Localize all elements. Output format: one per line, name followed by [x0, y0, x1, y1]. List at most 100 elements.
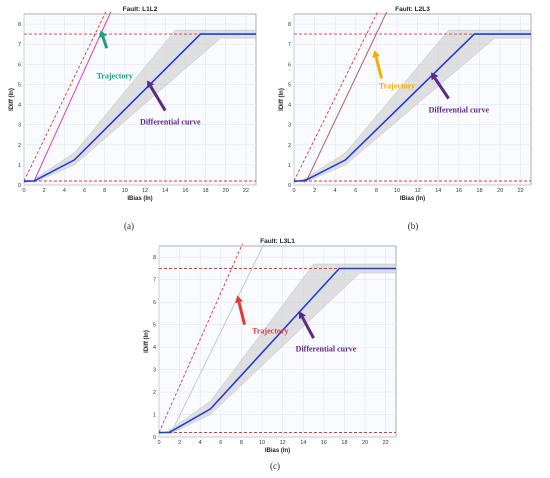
- annotation-label: Differential curve: [296, 345, 357, 354]
- chart-title: Fault: L3L1: [260, 238, 295, 245]
- x-tick-label: 18: [341, 440, 347, 446]
- y-tick-label: 8: [288, 22, 291, 28]
- x-tick-label: 4: [63, 188, 66, 194]
- x-axis-label: IBias (In): [127, 196, 152, 202]
- y-tick-label: 8: [18, 22, 21, 28]
- y-tick-label: 5: [153, 323, 156, 329]
- annotation-arrow-shaft: [149, 85, 167, 112]
- annotation-arrow-head: [99, 30, 107, 38]
- annotation-arrow-shaft: [433, 77, 450, 100]
- x-tick-label: 2: [43, 188, 46, 194]
- annotation-arrow-shaft: [101, 36, 109, 49]
- x-tick-label: 20: [223, 188, 229, 194]
- differential-curve: [159, 267, 396, 434]
- x-tick-label: 6: [219, 440, 222, 446]
- x-tick-label: 16: [456, 188, 462, 194]
- x-tick-label: 14: [435, 188, 441, 194]
- y-tick-label: 0: [288, 183, 291, 189]
- y-tick-label: 4: [18, 103, 21, 109]
- y-axis-label: IDiff (In): [144, 330, 150, 353]
- x-tick-label: 10: [394, 188, 400, 194]
- differential-curve: [294, 33, 531, 182]
- annotation-arrow-shaft: [374, 56, 384, 79]
- y-tick-label: 6: [153, 300, 156, 306]
- x-tick-label: 2: [178, 440, 181, 446]
- subfigure-label-c: (c): [270, 461, 280, 471]
- x-axis-label: IBias (In): [400, 196, 425, 202]
- x-tick-label: 2: [313, 188, 316, 194]
- annotation-arrow-shaft: [301, 316, 315, 339]
- chart-title: Fault: L1L2: [123, 6, 158, 13]
- y-tick-label: 8: [153, 255, 156, 261]
- limit-line-dashed: [158, 243, 243, 433]
- x-tick-label: 22: [383, 440, 389, 446]
- annotation-arrow-head: [235, 295, 243, 304]
- limit-line-dashed: [23, 11, 107, 182]
- y-tick-label: 0: [153, 435, 156, 441]
- annotation-label: Trajectory: [97, 71, 133, 80]
- x-tick-label: 8: [103, 188, 106, 194]
- x-tick-label: 20: [497, 188, 503, 194]
- y-tick-label: 7: [288, 42, 291, 48]
- chart-title: Fault: L2L3: [395, 6, 430, 13]
- x-tick-label: 4: [334, 188, 337, 194]
- x-tick-label: 16: [321, 440, 327, 446]
- y-tick-label: 1: [288, 163, 291, 169]
- x-tick-label: 12: [142, 188, 148, 194]
- y-axis-label: IDiff (In): [9, 88, 15, 111]
- y-tick-label: 4: [153, 345, 156, 351]
- y-tick-label: 2: [153, 390, 156, 396]
- annotation-arrow-shaft: [237, 301, 246, 326]
- differential-curve: [24, 33, 256, 182]
- y-tick-label: 1: [18, 163, 21, 169]
- y-tick-label: 0: [18, 183, 21, 189]
- x-tick-label: 14: [300, 440, 306, 446]
- x-tick-label: 10: [122, 188, 128, 194]
- y-tick-label: 3: [288, 123, 291, 129]
- annotation-label: Differential curve: [429, 106, 490, 115]
- x-tick-label: 16: [182, 188, 188, 194]
- y-tick-label: 7: [18, 42, 21, 48]
- annotation-arrow-head: [372, 50, 380, 58]
- x-tick-label: 6: [83, 188, 86, 194]
- x-tick-label: 22: [518, 188, 524, 194]
- x-axis-label: IBias (In): [265, 448, 290, 454]
- y-tick-label: 3: [18, 123, 21, 129]
- y-tick-label: 2: [18, 143, 21, 149]
- y-tick-label: 7: [153, 278, 156, 284]
- x-tick-label: 12: [415, 188, 421, 194]
- x-tick-label: 4: [199, 440, 202, 446]
- y-tick-label: 5: [288, 82, 291, 88]
- y-tick-label: 6: [288, 62, 291, 68]
- y-tick-label: 2: [288, 143, 291, 149]
- y-axis-label: IDiff (In): [279, 88, 285, 111]
- x-tick-label: 0: [157, 440, 160, 446]
- y-tick-label: 5: [18, 82, 21, 88]
- x-tick-label: 20: [362, 440, 368, 446]
- annotation-arrow-head: [298, 311, 306, 320]
- annotation-label: Trajectory: [252, 327, 288, 336]
- x-tick-label: 12: [280, 440, 286, 446]
- x-tick-label: 8: [240, 440, 243, 446]
- x-tick-label: 6: [354, 188, 357, 194]
- x-tick-label: 10: [259, 440, 265, 446]
- y-tick-label: 1: [153, 413, 156, 419]
- x-tick-label: 18: [476, 188, 482, 194]
- annotation-label: Trajectory: [379, 81, 415, 90]
- y-tick-label: 6: [18, 62, 21, 68]
- x-tick-label: 18: [203, 188, 209, 194]
- x-tick-label: 0: [22, 188, 25, 194]
- x-tick-label: 0: [292, 188, 295, 194]
- annotation-arrow-head: [147, 80, 155, 89]
- limit-line-dashed: [293, 11, 378, 182]
- y-tick-label: 3: [153, 368, 156, 374]
- subfigure-label-b: (b): [407, 221, 419, 231]
- x-tick-label: 14: [162, 188, 168, 194]
- annotation-arrow-head: [431, 72, 439, 81]
- annotation-label: Differential curve: [140, 118, 201, 127]
- subfigure-label-a: (a): [124, 221, 134, 231]
- x-tick-label: 22: [243, 188, 249, 194]
